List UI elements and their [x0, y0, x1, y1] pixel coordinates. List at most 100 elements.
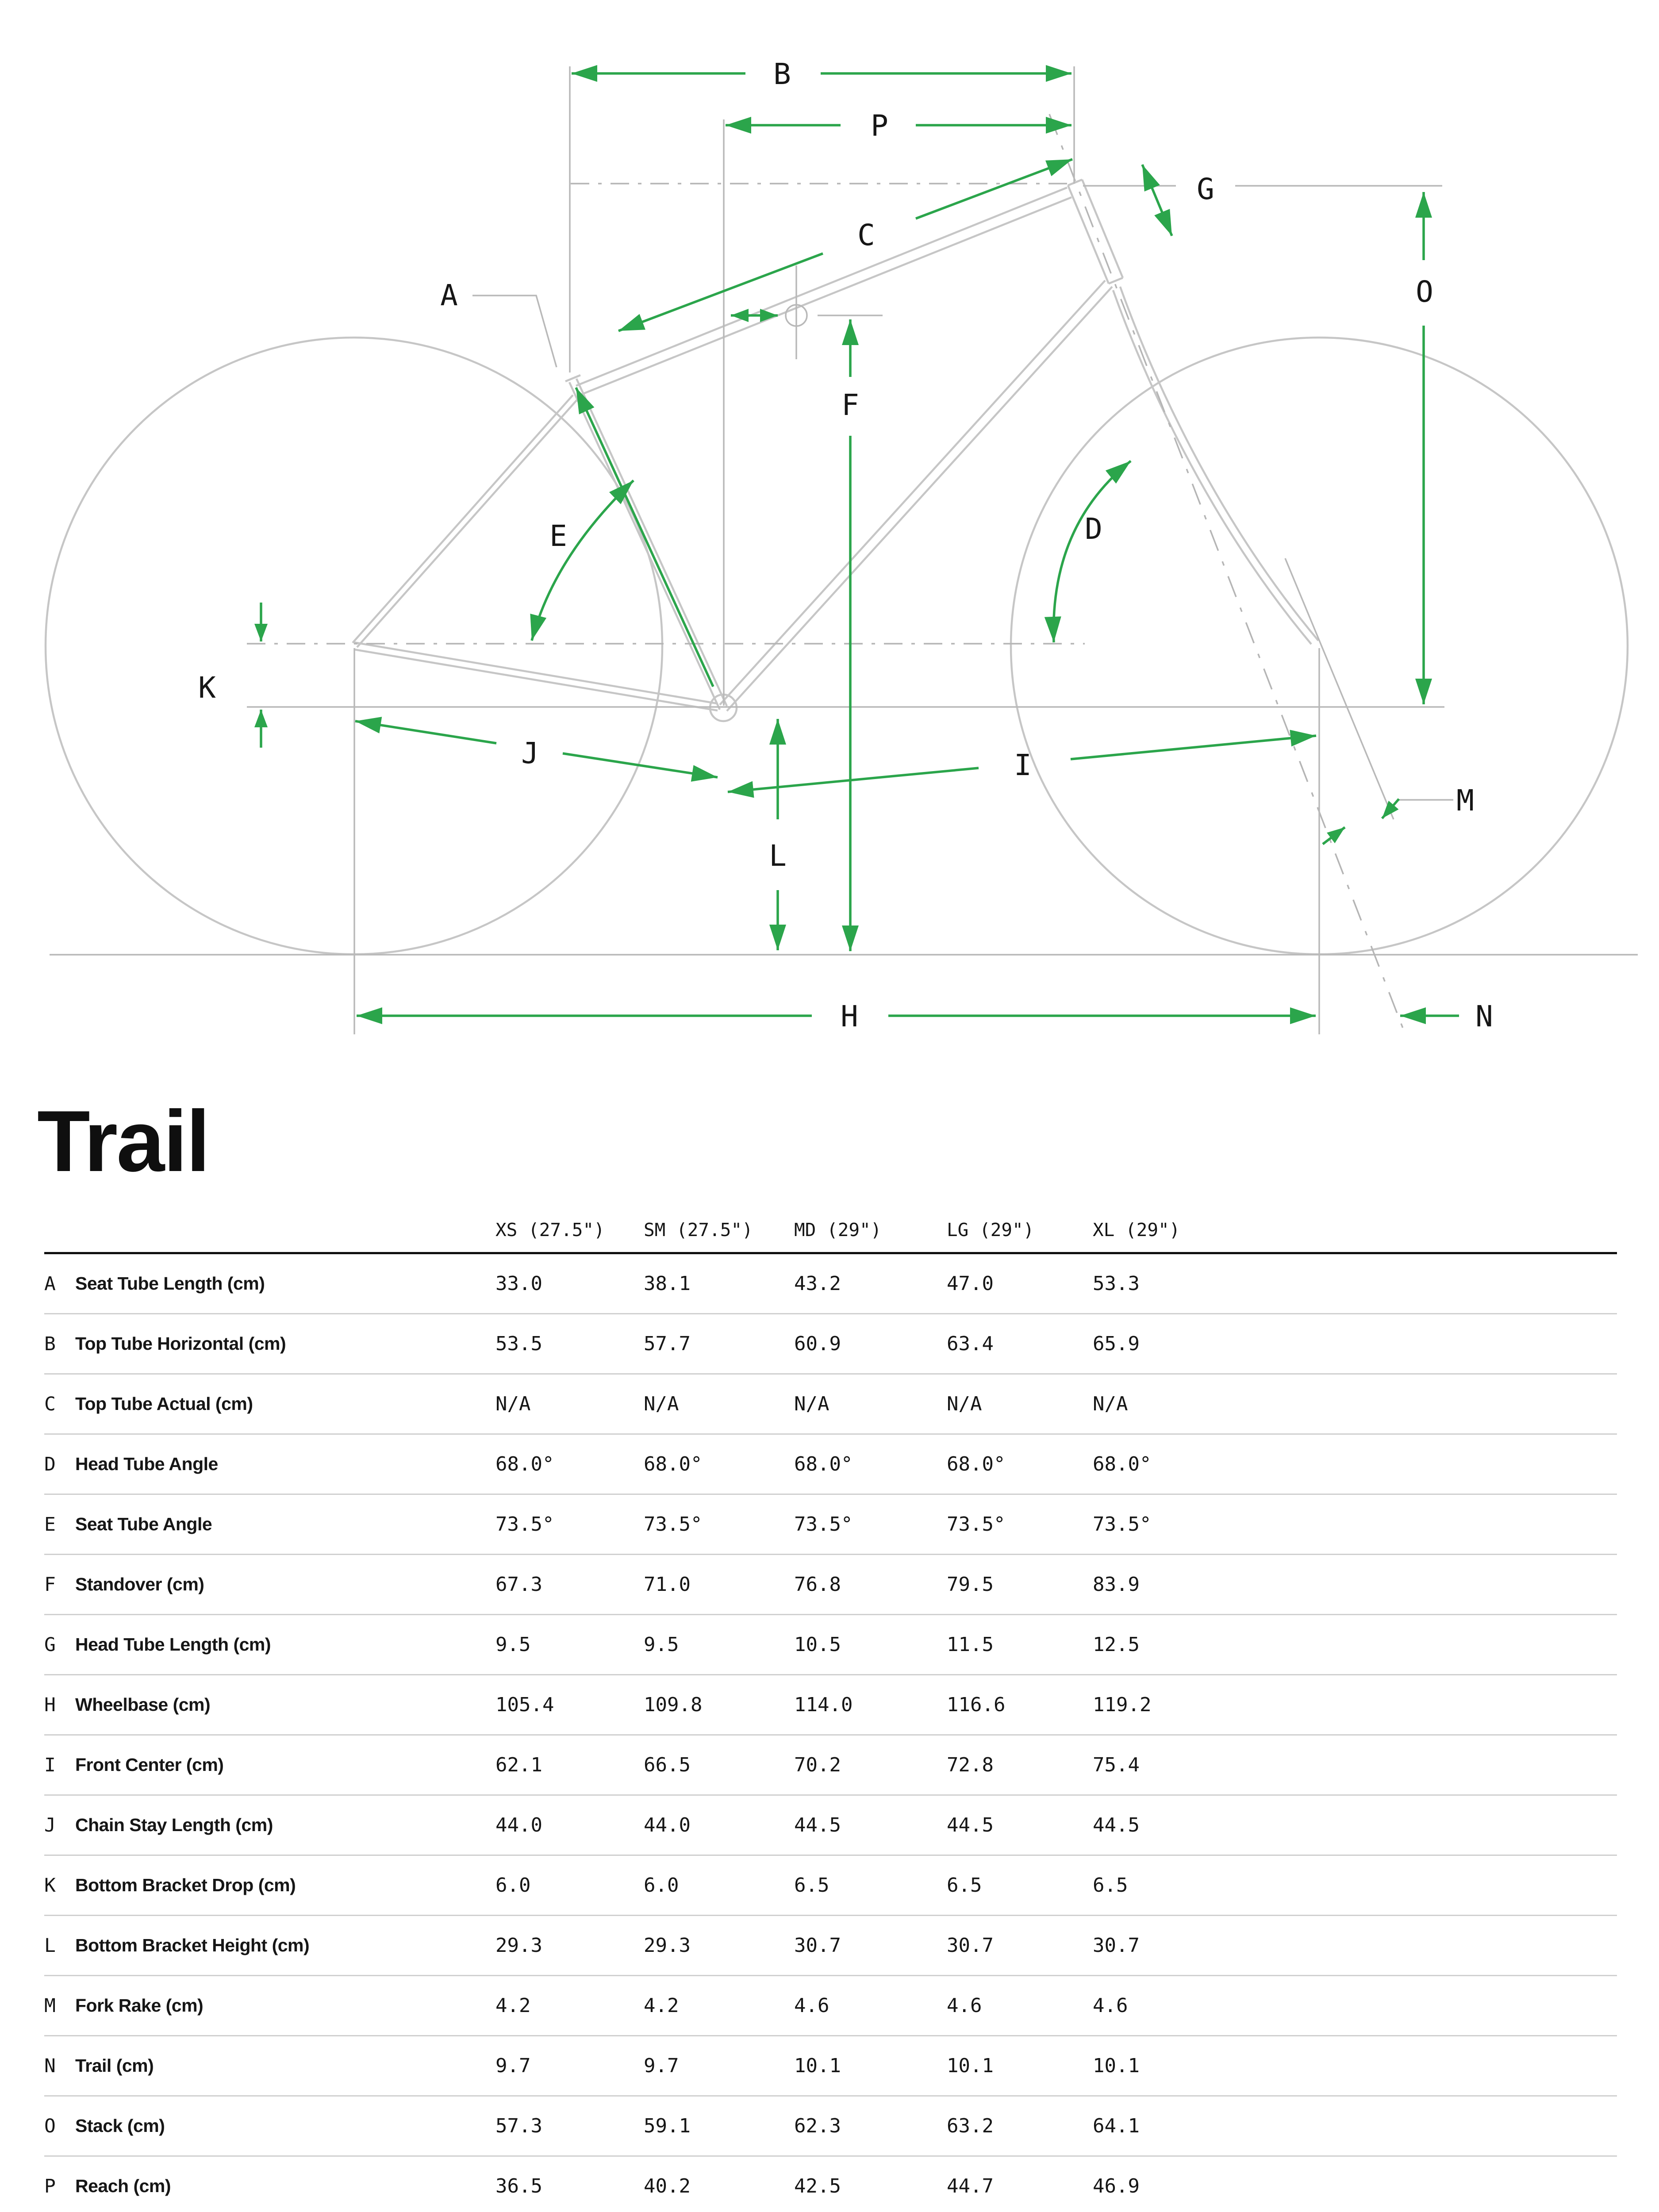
row-label: Chain Stay Length (cm)	[75, 1795, 495, 1856]
diagram-label-c: C	[857, 218, 875, 252]
diagram-label-e: E	[549, 519, 567, 553]
dim-a	[575, 387, 714, 687]
diagram-label-f: F	[841, 388, 859, 422]
row-value: 73.5°	[495, 1494, 644, 1555]
row-value: 9.7	[644, 2035, 794, 2097]
row-value: 44.5	[794, 1795, 947, 1856]
diagram-label-g: G	[1197, 172, 1214, 206]
row-value: 42.5	[794, 2156, 947, 2212]
row-letter: D	[44, 1434, 75, 1495]
row-value: 29.3	[644, 1915, 794, 1976]
row-letter: C	[44, 1374, 75, 1435]
row-value: 68.0°	[794, 1434, 947, 1495]
row-value: 53.3	[1093, 1253, 1617, 1314]
wheels	[44, 336, 1629, 956]
row-value: 43.2	[794, 1253, 947, 1314]
dim-g	[1141, 164, 1173, 237]
row-value: N/A	[1093, 1374, 1617, 1435]
row-value: 6.5	[1093, 1855, 1617, 1916]
dim-c	[618, 252, 823, 332]
row-label: Wheelbase (cm)	[75, 1674, 495, 1736]
row-label: Stack (cm)	[75, 2096, 495, 2157]
row-value: 11.5	[947, 1614, 1093, 1675]
row-value: 44.0	[495, 1795, 644, 1856]
row-letter: J	[44, 1795, 75, 1856]
row-value: 75.4	[1093, 1735, 1617, 1796]
geometry-table: XS (27.5") SM (27.5") MD (29") LG (29") …	[44, 1193, 1617, 2212]
row-value: 44.5	[947, 1795, 1093, 1856]
row-value: 57.3	[495, 2096, 644, 2157]
row-value: 6.0	[495, 1855, 644, 1916]
row-value: N/A	[947, 1374, 1093, 1435]
diagram-label-k: K	[198, 671, 216, 705]
row-value: 46.9	[1093, 2156, 1617, 2212]
row-value: 119.2	[1093, 1674, 1617, 1736]
table-row: L Bottom Bracket Height (cm) 29.3 29.3 30.7 3…	[44, 1915, 1617, 1976]
table-body: A Seat Tube Length (cm) 33.0 38.1 43.2 47.0 53…	[44, 1253, 1617, 2212]
steering-axis	[1048, 114, 1407, 1037]
column-header-sm: SM (27.5")	[644, 1193, 794, 1254]
row-value: 68.0°	[1093, 1434, 1617, 1495]
column-header-xs: XS (27.5")	[495, 1193, 644, 1254]
row-value: 4.6	[947, 1975, 1093, 2036]
row-letter: O	[44, 2096, 75, 2157]
row-value: 36.5	[495, 2156, 644, 2212]
row-label: Reach (cm)	[75, 2156, 495, 2212]
row-value: 44.5	[1093, 1795, 1617, 1856]
row-value: 30.7	[947, 1915, 1093, 1976]
row-value: 29.3	[495, 1915, 644, 1976]
row-letter: H	[44, 1674, 75, 1736]
row-value: 116.6	[947, 1674, 1093, 1736]
row-value: 4.6	[794, 1975, 947, 2036]
row-label: Standover (cm)	[75, 1554, 495, 1615]
row-value: 60.9	[794, 1313, 947, 1375]
dim-j	[355, 717, 497, 745]
row-value: 12.5	[1093, 1614, 1617, 1675]
row-value: 59.1	[644, 2096, 794, 2157]
row-value: 4.2	[644, 1975, 794, 2036]
row-value: 62.3	[794, 2096, 947, 2157]
row-value: 73.5°	[1093, 1494, 1617, 1555]
row-label: Bottom Bracket Height (cm)	[75, 1915, 495, 1976]
row-letter: K	[44, 1855, 75, 1916]
header-label-spacer	[75, 1193, 495, 1254]
dim-i	[727, 767, 979, 798]
row-label: Head Tube Length (cm)	[75, 1614, 495, 1675]
table-row: A Seat Tube Length (cm) 33.0 38.1 43.2 47.0 53…	[44, 1253, 1617, 1314]
row-value: 4.2	[495, 1975, 644, 2036]
table-row: G Head Tube Length (cm) 9.5 9.5 10.5 11.5 12.5	[44, 1614, 1617, 1675]
column-header-md: MD (29")	[794, 1193, 947, 1254]
table-row: K Bottom Bracket Drop (cm) 6.0 6.0 6.5 6.5 6.5	[44, 1855, 1617, 1916]
row-value: 6.5	[947, 1855, 1093, 1916]
row-value: 9.5	[495, 1614, 644, 1675]
row-letter: E	[44, 1494, 75, 1555]
row-value: 40.2	[644, 2156, 794, 2212]
diagram-letters: A B C D E F G H I J K L M N O P	[198, 57, 1493, 1033]
row-value: 64.1	[1093, 2096, 1617, 2157]
row-value: 47.0	[947, 1253, 1093, 1314]
row-value: 71.0	[644, 1554, 794, 1615]
row-value: 63.2	[947, 2096, 1093, 2157]
column-header-lg: LG (29")	[947, 1193, 1093, 1254]
row-value: 30.7	[1093, 1915, 1617, 1976]
diagram-label-o: O	[1416, 275, 1433, 309]
table-row: D Head Tube Angle 68.0° 68.0° 68.0° 68.0° 68.0…	[44, 1434, 1617, 1495]
row-value: 30.7	[794, 1915, 947, 1976]
row-value: 62.1	[495, 1735, 644, 1796]
row-value: 9.5	[644, 1614, 794, 1675]
frame-outline	[352, 178, 1319, 722]
row-value: 44.7	[947, 2156, 1093, 2212]
row-label: Top Tube Actual (cm)	[75, 1374, 495, 1435]
row-letter: N	[44, 2035, 75, 2097]
row-value: 10.1	[947, 2035, 1093, 2097]
table-row: P Reach (cm) 36.5 40.2 42.5 44.7 46.9	[44, 2156, 1617, 2212]
table-row: N Trail (cm) 9.7 9.7 10.1 10.1 10.1	[44, 2035, 1617, 2097]
dimension-arrows	[254, 65, 1459, 1024]
dim-m-fork	[1381, 798, 1400, 819]
table-row: F Standover (cm) 67.3 71.0 76.8 79.5 83.9	[44, 1554, 1617, 1615]
row-letter: A	[44, 1253, 75, 1314]
row-value: 33.0	[495, 1253, 644, 1314]
row-letter: M	[44, 1975, 75, 2036]
diagram-label-l: L	[769, 839, 787, 873]
row-label: Seat Tube Length (cm)	[75, 1253, 495, 1314]
